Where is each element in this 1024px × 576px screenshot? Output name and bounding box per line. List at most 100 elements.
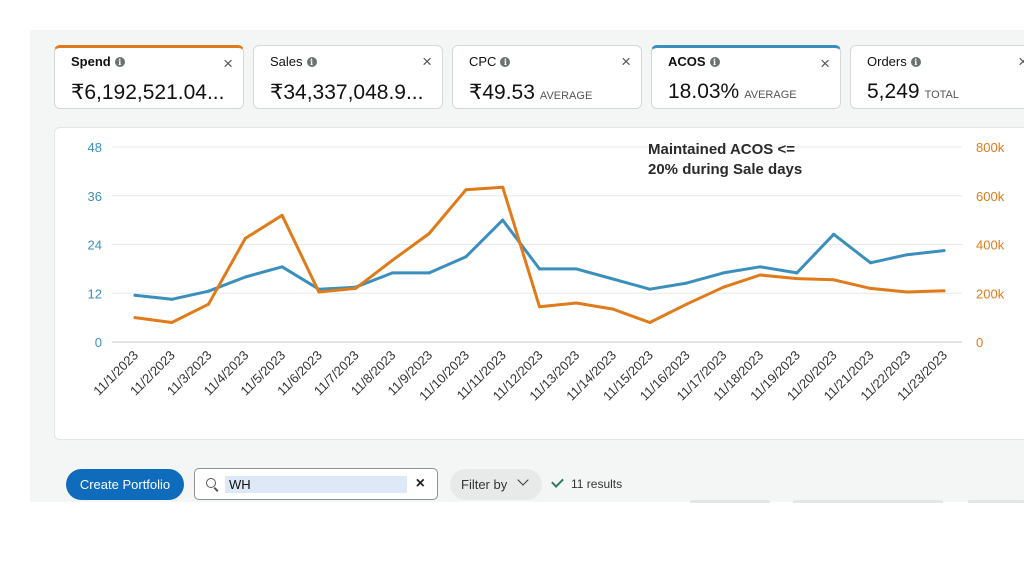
info-icon[interactable]: i xyxy=(910,57,921,67)
data-point-spend xyxy=(501,185,505,189)
series-line-spend xyxy=(133,185,946,324)
metric-label-spend: Spend xyxy=(71,54,111,69)
results-text: 11 results xyxy=(571,477,623,491)
metric-unit-orders: TOTAL xyxy=(924,89,959,101)
close-icon[interactable]: × xyxy=(223,54,233,73)
chart-annotation: Maintained ACOS <= 20% during Sale days xyxy=(648,141,803,178)
metric-label-acos: ACOS xyxy=(668,54,706,69)
data-point-acos xyxy=(611,277,615,281)
data-point-acos xyxy=(170,297,174,301)
data-point-spend xyxy=(942,289,946,293)
data-point-spend xyxy=(427,232,431,236)
search-box[interactable]: × xyxy=(194,468,438,500)
data-point-spend xyxy=(574,301,578,305)
data-point-acos xyxy=(464,255,468,259)
metric-value-cpc: ₹49.53 xyxy=(469,81,535,104)
left-axis-tick: 0 xyxy=(95,335,102,350)
right-axis-tick: 600k xyxy=(976,189,1005,204)
data-point-acos xyxy=(721,271,725,275)
clear-search-icon[interactable]: × xyxy=(415,475,425,492)
left-axis-tick: 48 xyxy=(88,140,102,155)
info-icon[interactable]: i xyxy=(306,57,317,67)
close-icon[interactable]: × xyxy=(422,52,432,71)
data-point-acos xyxy=(574,267,578,271)
data-point-spend xyxy=(648,321,652,324)
toolbar-control[interactable] xyxy=(968,500,1024,503)
data-point-spend xyxy=(280,213,284,217)
info-icon[interactable]: i xyxy=(114,57,125,67)
data-point-acos xyxy=(942,249,946,253)
data-point-spend xyxy=(243,236,247,240)
filter-by-label: Filter by xyxy=(461,477,508,492)
data-point-acos xyxy=(795,271,799,275)
data-point-spend xyxy=(170,321,174,324)
info-icon[interactable]: i xyxy=(500,57,511,67)
data-point-acos xyxy=(648,287,652,291)
data-point-acos xyxy=(280,265,284,269)
data-point-spend xyxy=(133,316,137,320)
metric-label-sales: Sales xyxy=(270,54,303,69)
metric-value-orders: 5,249 xyxy=(867,80,920,103)
data-point-acos xyxy=(243,275,247,279)
right-axis-tick: 0 xyxy=(976,335,983,350)
metric-card-cpc[interactable]: CPC i × ₹49.53 AVERAGE xyxy=(452,45,642,109)
data-point-spend xyxy=(354,286,358,290)
search-icon xyxy=(206,478,216,488)
search-input[interactable] xyxy=(225,476,407,493)
metric-unit-acos: AVERAGE xyxy=(744,89,797,101)
data-point-spend xyxy=(207,302,211,306)
data-point-acos xyxy=(868,261,872,265)
close-icon[interactable]: × xyxy=(1018,52,1024,71)
data-point-spend xyxy=(611,307,615,311)
metric-value-sales: ₹34,337,048.9... xyxy=(270,81,424,104)
data-point-spend xyxy=(390,258,394,262)
data-point-acos xyxy=(685,281,689,285)
close-icon[interactable]: × xyxy=(621,52,631,71)
info-icon[interactable]: i xyxy=(709,57,720,67)
chevron-down-icon xyxy=(517,474,529,486)
data-point-spend xyxy=(464,188,468,192)
create-portfolio-button[interactable]: Create Portfolio xyxy=(66,469,184,500)
data-point-acos xyxy=(538,267,541,271)
data-point-acos xyxy=(207,289,211,293)
right-axis-tick: 200k xyxy=(976,286,1005,301)
metric-label-orders: Orders xyxy=(867,54,907,69)
check-icon xyxy=(551,475,564,488)
toolbar-control[interactable] xyxy=(690,500,770,503)
metric-label-cpc: CPC xyxy=(469,54,497,69)
data-point-spend xyxy=(868,286,872,290)
data-point-acos xyxy=(501,218,505,222)
metric-unit-cpc: AVERAGE xyxy=(539,90,593,102)
data-point-spend xyxy=(795,277,799,281)
metric-card-acos[interactable]: ACOS i × 18.03% AVERAGE xyxy=(651,45,841,109)
right-axis-tick: 800k xyxy=(976,140,1005,155)
data-point-spend xyxy=(317,290,321,294)
data-point-spend xyxy=(905,290,909,294)
results-count: 11 results xyxy=(551,475,623,491)
toolbar-control[interactable] xyxy=(793,500,943,503)
metric-card-sales[interactable]: Sales i × ₹34,337,048.9... xyxy=(253,45,443,109)
right-axis-tick: 400k xyxy=(976,238,1005,253)
metric-value-acos: 18.03% xyxy=(668,80,740,103)
data-point-acos xyxy=(758,265,762,269)
filter-by-button[interactable]: Filter by xyxy=(450,469,542,500)
data-point-acos xyxy=(133,293,137,297)
data-point-spend xyxy=(758,273,762,277)
data-point-spend xyxy=(538,305,541,309)
left-axis-tick: 36 xyxy=(88,189,102,204)
data-point-acos xyxy=(427,271,431,275)
data-point-spend xyxy=(832,278,836,282)
metric-card-spend[interactable]: Spend i × ₹6,192,521.04... xyxy=(54,45,244,109)
data-point-acos xyxy=(390,271,394,275)
metric-value-spend: ₹6,192,521.04... xyxy=(71,81,225,104)
metric-card-orders[interactable]: Orders i × 5,249 TOTAL xyxy=(850,45,1024,109)
data-point-acos xyxy=(832,232,836,236)
chart-card xyxy=(54,127,1024,440)
performance-chart: 0122436480200k400k600k800k11/1/202311/2/… xyxy=(88,140,1005,403)
left-axis-tick: 24 xyxy=(88,238,102,253)
left-axis-tick: 12 xyxy=(88,286,102,301)
close-icon[interactable]: × xyxy=(820,54,830,73)
data-point-spend xyxy=(685,302,689,306)
data-point-spend xyxy=(721,285,725,289)
data-point-acos xyxy=(905,253,909,257)
